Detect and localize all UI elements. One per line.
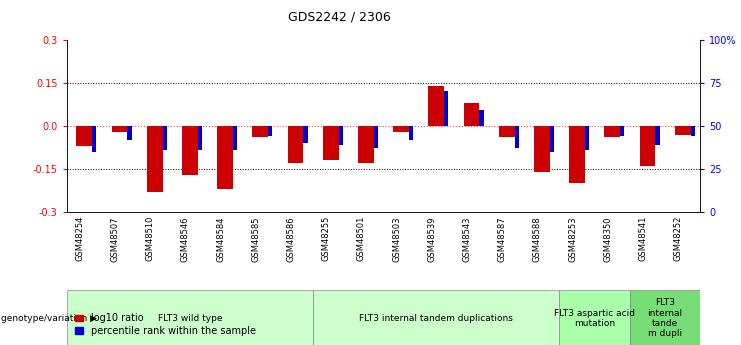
Bar (358, 126, 373, 163)
Text: GSM48252: GSM48252 (674, 216, 682, 262)
Text: GSM48253: GSM48253 (568, 216, 577, 262)
Text: GSM48586: GSM48586 (287, 216, 296, 262)
Text: GSM48350: GSM48350 (603, 216, 612, 262)
Bar (217, 126, 233, 189)
Bar (67, 290, 313, 345)
Bar (339, 126, 343, 145)
Text: GSM48584: GSM48584 (216, 216, 225, 262)
Text: GSM48587: GSM48587 (498, 216, 507, 262)
Text: FLT3 aspartic acid
mutation: FLT3 aspartic acid mutation (554, 308, 635, 328)
Text: GSM48585: GSM48585 (251, 216, 260, 262)
Bar (323, 126, 339, 160)
Text: GSM48546: GSM48546 (181, 216, 190, 262)
Text: GSM48588: GSM48588 (533, 216, 542, 262)
Bar (147, 126, 162, 192)
Bar (499, 126, 514, 137)
Text: GSM48255: GSM48255 (322, 216, 330, 262)
Text: FLT3 wild type: FLT3 wild type (158, 314, 222, 323)
Bar (162, 126, 167, 150)
Bar (559, 290, 630, 345)
Bar (92, 126, 96, 152)
Bar (605, 126, 620, 137)
Text: FLT3 internal tandem duplications: FLT3 internal tandem duplications (359, 314, 514, 323)
Text: GSM48501: GSM48501 (357, 216, 366, 262)
Bar (288, 126, 303, 163)
Text: genotype/variation ▶: genotype/variation ▶ (1, 314, 98, 323)
Text: GSM48539: GSM48539 (428, 216, 436, 262)
Bar (639, 126, 655, 166)
Bar (569, 126, 585, 184)
Text: GSM48541: GSM48541 (639, 216, 648, 262)
Bar (268, 126, 273, 136)
Bar (127, 126, 132, 140)
Bar (313, 290, 559, 345)
Bar (233, 126, 237, 150)
Bar (464, 103, 479, 126)
Bar (675, 126, 691, 135)
Bar (198, 126, 202, 150)
Bar (182, 126, 198, 175)
Bar (514, 126, 519, 148)
Bar (393, 126, 409, 132)
Bar (253, 126, 268, 137)
Bar (112, 126, 127, 132)
Bar (409, 126, 413, 140)
Bar (444, 91, 448, 126)
Text: GSM48503: GSM48503 (392, 216, 401, 262)
Bar (691, 126, 695, 136)
Text: GSM48254: GSM48254 (76, 216, 84, 262)
Bar (655, 126, 659, 145)
Bar (534, 126, 550, 172)
Bar (373, 126, 378, 148)
Bar (585, 126, 589, 150)
Text: FLT3
internal
tande
m dupli: FLT3 internal tande m dupli (648, 298, 682, 338)
Bar (620, 126, 625, 136)
Bar (550, 126, 554, 152)
Text: GSM48510: GSM48510 (146, 216, 155, 262)
Bar (428, 86, 444, 126)
Bar (303, 126, 308, 143)
Text: GSM48543: GSM48543 (462, 216, 471, 262)
Bar (630, 290, 700, 345)
Bar (479, 110, 484, 126)
Text: GSM48507: GSM48507 (110, 216, 119, 262)
Bar (76, 126, 92, 146)
Legend: log10 ratio, percentile rank within the sample: log10 ratio, percentile rank within the … (72, 309, 260, 340)
Text: GDS2242 / 2306: GDS2242 / 2306 (288, 10, 391, 23)
